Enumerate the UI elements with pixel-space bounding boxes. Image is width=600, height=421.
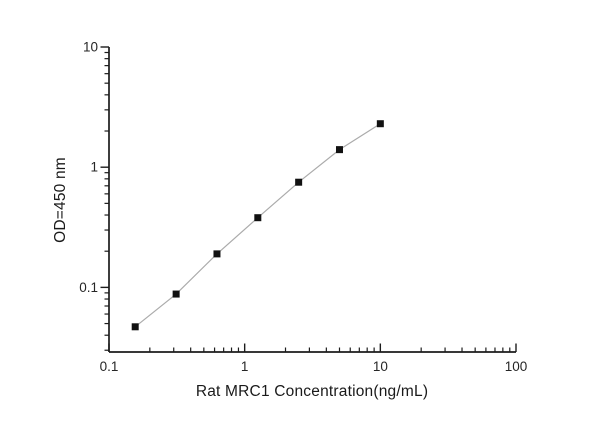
y-tick-label: 10 <box>83 40 98 55</box>
data-point-6 <box>335 146 343 154</box>
x-tick-label: 10 <box>373 359 388 374</box>
data-point-3 <box>213 250 221 258</box>
data-point-4 <box>254 214 262 222</box>
x-tick-label: 100 <box>505 359 528 374</box>
x-tick-label: 1 <box>241 359 249 374</box>
data-point-7 <box>376 120 384 128</box>
data-point-2 <box>172 290 180 298</box>
data-point-1 <box>131 323 139 331</box>
x-axis-title: Rat MRC1 Concentration(ng/mL) <box>195 383 429 400</box>
curve-line <box>134 123 381 328</box>
x-tick-label: 0.1 <box>100 359 119 374</box>
y-axis-title: OD=450 nm <box>52 157 69 243</box>
data-point-5 <box>295 178 303 186</box>
y-tick-label: 0.1 <box>79 280 98 295</box>
y-tick-label: 1 <box>90 160 98 175</box>
